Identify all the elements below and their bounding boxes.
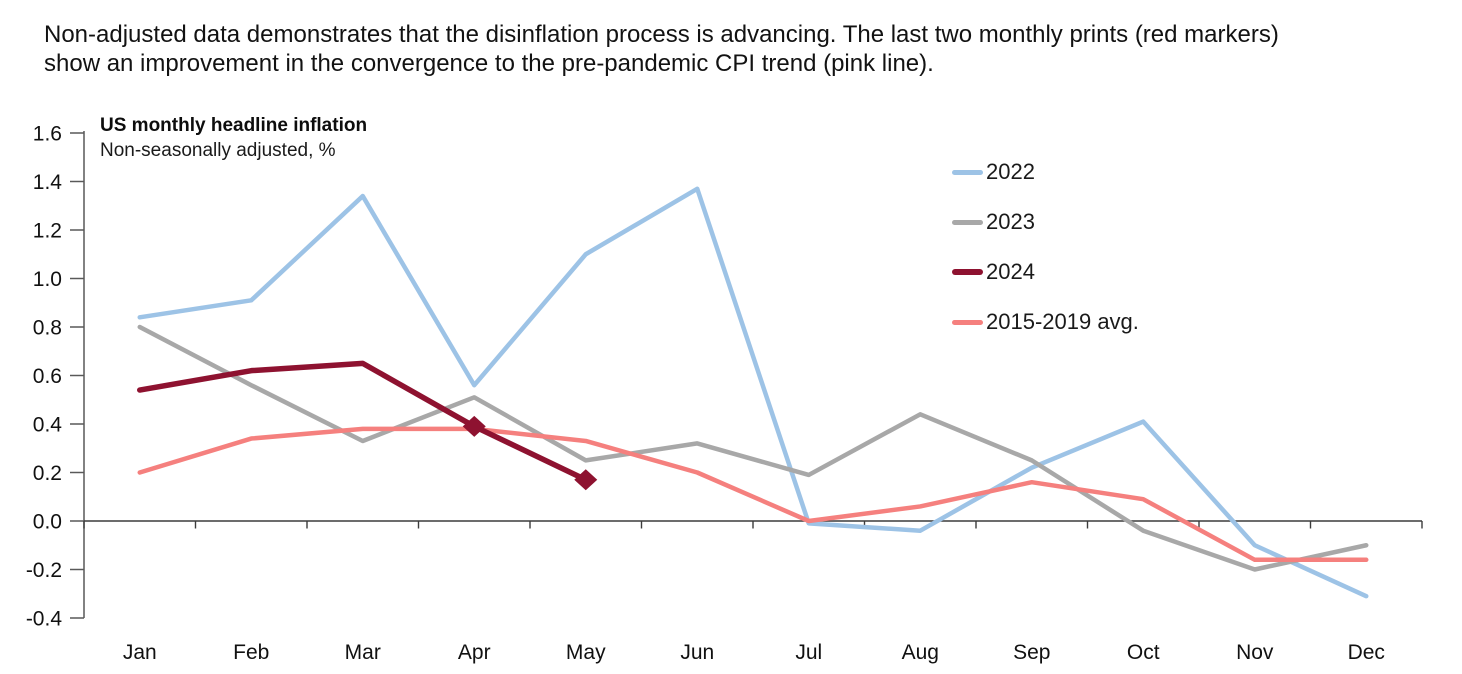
y-tick-label: 1.0 (33, 268, 62, 291)
commentary-line-2: show an improvement in the convergence t… (44, 50, 934, 77)
chart-subtitle: Non-seasonally adjusted, % (100, 140, 336, 161)
x-tick-label: Sep (1013, 641, 1050, 664)
x-tick-label: Aug (902, 641, 939, 664)
legend-swatch-2024 (952, 269, 983, 275)
legend-swatch-2023 (952, 219, 983, 225)
commentary-text: Non-adjusted data demonstrates that the … (44, 20, 1279, 78)
y-tick-label: 1.2 (33, 220, 62, 243)
chart-legend: 2022 2023 2024 2015-2019 avg. (952, 147, 1139, 347)
commentary-line-1: Non-adjusted data demonstrates that the … (44, 21, 1279, 48)
y-tick-label: -0.4 (26, 608, 63, 631)
y-tick-label: -0.2 (26, 559, 62, 582)
y-tick-label: 0.6 (33, 365, 62, 388)
series-line-2022 (137, 186, 1369, 599)
x-tick-label: Feb (233, 641, 269, 664)
legend-label-2024: 2024 (986, 259, 1035, 284)
marker-diamond-2024 (574, 469, 598, 491)
x-tick-label: May (566, 641, 606, 664)
series-line-2024 (137, 360, 589, 483)
legend-item-2024: 2024 (952, 247, 1139, 297)
y-tick-label: 1.6 (33, 123, 62, 146)
x-tick-label: Oct (1127, 641, 1160, 664)
x-tick-label: Jun (680, 641, 714, 664)
marker-diamond-2024 (462, 415, 486, 437)
x-tick-label: Dec (1348, 641, 1385, 664)
legend-swatch-2015-2019-avg (952, 319, 983, 325)
y-tick-label: 1.4 (33, 171, 63, 194)
series-line-2015-2019-avg (137, 426, 1369, 563)
x-tick-label: Jul (795, 641, 822, 664)
legend-swatch-2022 (952, 169, 983, 175)
x-tick-label: Jan (123, 641, 157, 664)
x-tick-label: Apr (458, 641, 491, 664)
y-tick-label: 0.4 (33, 414, 63, 437)
legend-label-2022: 2022 (986, 159, 1035, 184)
y-tick-label: 0.8 (33, 317, 62, 340)
x-tick-label: Nov (1236, 641, 1274, 664)
legend-label-2015-2019-avg: 2015-2019 avg. (986, 309, 1139, 334)
legend-item-2022: 2022 (952, 147, 1139, 197)
legend-item-2015-2019-avg: 2015-2019 avg. (952, 297, 1139, 347)
chart-title: US monthly headline inflation (100, 115, 368, 136)
y-tick-label: 0.0 (33, 511, 62, 534)
y-tick-label: 0.2 (33, 462, 62, 485)
x-tick-label: Mar (345, 641, 381, 664)
legend-label-2023: 2023 (986, 209, 1035, 234)
legend-item-2023: 2023 (952, 197, 1139, 247)
